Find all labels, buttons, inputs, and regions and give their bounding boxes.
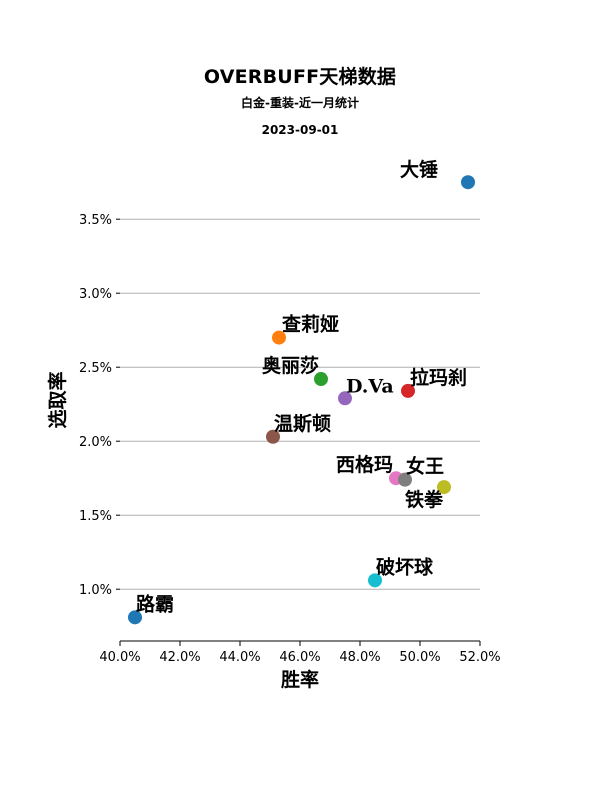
point-label: 路霸 (136, 592, 174, 615)
point-label: 破坏球 (376, 555, 434, 578)
point-label: 女王 (406, 455, 444, 478)
point-label: D.Va (346, 375, 394, 397)
x-tick-label: 44.0% (219, 650, 260, 665)
point-label: 温斯顿 (274, 412, 331, 435)
data-point (266, 429, 280, 444)
data-point (128, 610, 142, 625)
y-tick-label: 2.0% (79, 435, 112, 450)
y-tick-label: 1.5% (79, 509, 112, 524)
x-tick-label: 50.0% (399, 650, 440, 665)
data-point (368, 573, 382, 588)
data-point (437, 480, 451, 495)
point-label: 铁拳 (405, 488, 444, 511)
x-tick-label: 52.0% (459, 650, 500, 665)
point-label: 西格玛 (336, 453, 393, 476)
point-label: 奥丽莎 (262, 354, 319, 377)
data-points (128, 175, 475, 625)
data-point (272, 330, 286, 345)
point-label: 拉玛刹 (410, 366, 467, 389)
data-point (338, 391, 352, 406)
point-label: 大锤 (400, 158, 438, 181)
y-tick-label: 2.5% (79, 361, 112, 376)
data-point (314, 372, 328, 387)
data-point (398, 472, 412, 487)
gridlines (120, 218, 480, 590)
y-tick-label: 3.0% (79, 287, 112, 302)
axes: 胜率 选取率 (46, 371, 480, 691)
data-point (461, 175, 475, 190)
x-tick-label: 48.0% (339, 650, 380, 665)
x-tick-label: 46.0% (279, 650, 320, 665)
y-tick-label: 1.0% (79, 583, 112, 598)
x-axis-ticks: 40.0% 42.0% 44.0% 46.0% 48.0% 50.0% 52.0% (99, 641, 501, 665)
x-tick-label: 40.0% (99, 650, 140, 665)
y-axis-label: 选取率 (46, 371, 69, 428)
x-axis-label: 胜率 (281, 668, 319, 691)
point-label: 查莉娅 (281, 313, 339, 336)
chart-subtitle: 白金-重装-近一月统计 (241, 96, 359, 110)
chart-date: 2023-09-01 (261, 123, 339, 137)
chart-title: OVERBUFF天梯数据 (203, 66, 397, 88)
y-tick-label: 3.5% (79, 213, 112, 228)
x-tick-label: 42.0% (159, 650, 200, 665)
y-axis-ticks: 1.0% 1.5% 2.0% 2.5% 3.0% 3.5% (79, 213, 120, 598)
data-point (401, 383, 415, 398)
